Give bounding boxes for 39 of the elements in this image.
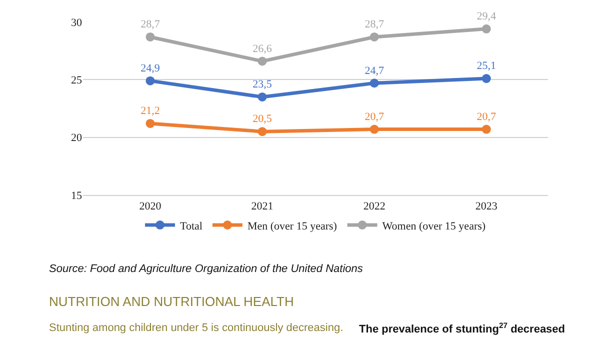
text: The prevalence of stunting$^{27}$ decreased	[359, 321, 566, 336]
legend-label: Total	[180, 220, 202, 232]
text: Stunting among children under 5 is continuously decreasing.	[49, 322, 344, 334]
point	[370, 32, 379, 42]
source-note: Source: Food and Agriculture Organization of the United Nations	[49, 263, 364, 275]
x-tick-label: 2023	[475, 200, 498, 212]
data-label: 24,7	[364, 64, 384, 77]
x-tick-label: 2020	[139, 200, 162, 212]
x-tick-label: 2022	[363, 200, 386, 212]
data-label: 28,7	[364, 18, 384, 31]
x-tick-label: 2021	[251, 200, 274, 212]
y-tick-label: 15	[71, 190, 82, 202]
legend-label: Men (over 15 years)	[247, 220, 338, 232]
point	[258, 92, 267, 102]
data-label: 29,4	[476, 10, 496, 23]
point	[146, 32, 155, 42]
text: NUTRITION AND NUTRITIONAL HEALTH	[49, 294, 294, 309]
data-label: 20,5	[252, 113, 272, 126]
data-label: 26,6	[252, 42, 272, 55]
y-tick-label: 30	[71, 16, 82, 29]
point	[482, 24, 491, 34]
y-tick-label: 25	[71, 74, 82, 87]
data-label: 24,9	[140, 62, 160, 74]
data-label: 28,7	[140, 18, 160, 31]
point	[146, 118, 155, 128]
data-label: 21,2	[140, 105, 160, 118]
data-label: 20,7	[476, 110, 496, 123]
point	[370, 78, 379, 88]
point	[258, 56, 267, 66]
data-label: 23,5	[252, 78, 272, 91]
point	[146, 76, 155, 86]
point	[482, 124, 491, 134]
legend-label: Women (over 15 years)	[382, 220, 486, 232]
data-label: 20,7	[364, 110, 384, 123]
point	[482, 74, 491, 84]
y-tick-label: 20	[71, 132, 82, 144]
data-label: 25,1	[476, 60, 496, 72]
point	[370, 124, 379, 134]
point	[258, 127, 267, 136]
